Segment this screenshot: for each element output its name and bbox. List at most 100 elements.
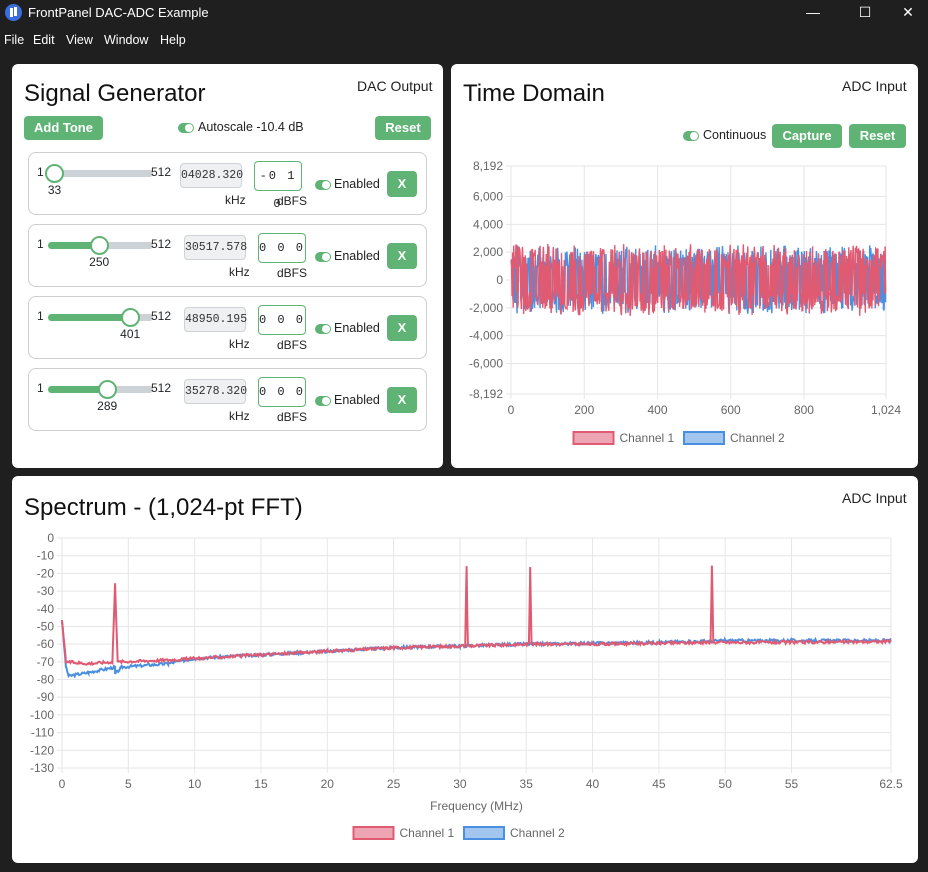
tone-slider-thumb[interactable] xyxy=(97,380,117,399)
enabled-toggle[interactable] xyxy=(315,396,331,406)
y-tick-label: -20 xyxy=(37,566,55,580)
dbfs-unit: dBFS xyxy=(277,266,308,280)
dbfs-input[interactable]: -0 1 0 xyxy=(254,161,302,211)
y-tick-label: -2,000 xyxy=(469,301,503,315)
autoscale-label: Autoscale -10.4 dB xyxy=(198,120,304,134)
continuous-label: Continuous xyxy=(703,128,767,142)
slider-value: 401 xyxy=(120,327,141,341)
slider-max-label: 512 xyxy=(151,237,172,251)
y-tick-label: -50 xyxy=(37,619,55,633)
panel-title: Spectrum - (1,024-pt FFT) xyxy=(24,494,303,521)
window-title: FrontPanel DAC-ADC Example xyxy=(28,5,209,20)
remove-tone-button[interactable]: X xyxy=(387,315,417,341)
chart-grid: 0 -10 -20 -30 -40 -50 -60 -70 -80 -90 -100 -110 -120… xyxy=(30,531,903,791)
series-line xyxy=(61,621,892,679)
x-tick-label: 10 xyxy=(188,777,202,791)
tone-slider-fill xyxy=(48,242,100,249)
y-tick-label: -80 xyxy=(37,673,55,687)
tone-slider-fill xyxy=(48,314,131,321)
close-button[interactable]: ✕ xyxy=(902,4,914,20)
frequency-display: 48950.195 xyxy=(184,307,247,332)
time-domain-chart: 8,192 6,000 4,000 2,000 0 -2,000 -4,000 -6,000 -… xyxy=(469,159,901,445)
remove-tone-button[interactable]: X xyxy=(387,243,417,269)
y-tick-label: 2,000 xyxy=(473,245,503,259)
y-tick-label: 0 xyxy=(496,273,503,287)
x-tick-label: 0 xyxy=(508,403,515,417)
y-tick-label: -4,000 xyxy=(469,329,503,343)
panel-tag: DAC Output xyxy=(357,78,433,94)
x-tick-label: 15 xyxy=(254,777,268,791)
enabled-toggle[interactable] xyxy=(315,324,331,334)
menu-window[interactable]: Window xyxy=(104,33,149,47)
dbfs-input[interactable]: 0 0 0 xyxy=(258,377,306,407)
reset-button[interactable]: Reset xyxy=(375,116,431,140)
chart-grid: 8,192 6,000 4,000 2,000 0 -2,000 -4,000 -6,000 -… xyxy=(469,159,901,417)
legend-label: Channel 1 xyxy=(620,431,675,445)
slider-value: 33 xyxy=(47,183,62,197)
menu-edit[interactable]: Edit xyxy=(33,33,55,47)
x-tick-label: 5 xyxy=(125,777,132,791)
x-axis-label: Frequency (MHz) xyxy=(430,799,523,813)
slider-value: 289 xyxy=(97,399,118,413)
panel-tag: ADC Input xyxy=(842,78,907,94)
reset-button[interactable]: Reset xyxy=(849,124,906,148)
y-tick-label: -90 xyxy=(37,690,55,704)
tone-slider-thumb[interactable] xyxy=(45,164,65,183)
x-tick-label: 400 xyxy=(647,403,667,417)
x-tick-label: 1,024 xyxy=(871,403,901,417)
capture-button[interactable]: Capture xyxy=(772,124,842,148)
x-tick-label: 600 xyxy=(721,403,741,417)
continuous-toggle[interactable] xyxy=(683,131,699,141)
slider-max-label: 512 xyxy=(151,165,172,179)
y-tick-label: -70 xyxy=(37,655,55,669)
tone-row: 1 512 401 48950.195 kHz 0 0 0 dBFS Enabl… xyxy=(28,296,427,359)
enabled-label: Enabled xyxy=(334,393,380,407)
y-tick-label: -8,192 xyxy=(469,387,503,401)
panel-title: Time Domain xyxy=(463,80,605,107)
add-tone-button[interactable]: Add Tone xyxy=(24,116,103,140)
y-tick-label: -130 xyxy=(30,761,54,775)
legend-label: Channel 1 xyxy=(400,826,455,840)
spectrum-panel: Spectrum - (1,024-pt FFT) ADC Input 0 -10… xyxy=(12,476,918,863)
frequency-unit: kHz xyxy=(225,193,246,207)
dbfs-input[interactable]: 0 0 0 xyxy=(258,305,306,335)
enabled-toggle[interactable] xyxy=(315,252,331,262)
x-tick-label: 200 xyxy=(574,403,594,417)
enabled-toggle[interactable] xyxy=(315,180,331,190)
tone-slider-fill xyxy=(48,386,108,393)
remove-tone-button[interactable]: X xyxy=(387,387,417,413)
dbfs-unit: dBFS xyxy=(277,194,308,208)
tone-slider-thumb[interactable] xyxy=(89,236,109,255)
frequency-unit: kHz xyxy=(229,409,250,423)
tone-slider-thumb[interactable] xyxy=(120,308,140,327)
dbfs-unit: dBFS xyxy=(277,410,308,424)
menu-bar: File Edit View Window Help xyxy=(0,30,928,52)
chart-legend: Channel 1 Channel 2 xyxy=(352,826,565,840)
tone-slider-track[interactable] xyxy=(48,314,153,321)
legend-label: Channel 2 xyxy=(510,826,565,840)
tone-row: 1 512 33 04028.320 kHz -0 1 0 dBFS Enabl… xyxy=(28,152,427,215)
signal-generator-panel: Signal Generator DAC Output Add Tone Aut… xyxy=(12,64,443,468)
frequency-unit: kHz xyxy=(229,265,250,279)
slider-max-label: 512 xyxy=(151,381,172,395)
panel-title: Signal Generator xyxy=(24,80,206,107)
x-tick-label: 50 xyxy=(719,777,733,791)
x-tick-label: 35 xyxy=(520,777,534,791)
autoscale-toggle[interactable] xyxy=(178,123,194,133)
y-tick-label: -6,000 xyxy=(469,356,503,370)
menu-view[interactable]: View xyxy=(66,33,93,47)
x-tick-label: 0 xyxy=(59,777,66,791)
y-tick-label: -10 xyxy=(37,549,55,563)
maximize-button[interactable]: ☐ xyxy=(858,4,872,20)
dbfs-input[interactable]: 0 0 0 xyxy=(258,233,306,263)
legend-swatch xyxy=(683,431,725,445)
chart-legend: Channel 1 Channel 2 xyxy=(572,431,785,445)
minimize-button[interactable]: — xyxy=(806,4,820,20)
series-line xyxy=(61,565,892,666)
x-tick-label: 55 xyxy=(785,777,799,791)
y-tick-label: 8,192 xyxy=(473,159,503,173)
menu-help[interactable]: Help xyxy=(160,33,186,47)
series-line xyxy=(510,243,887,316)
remove-tone-button[interactable]: X xyxy=(387,171,417,197)
menu-file[interactable]: File xyxy=(4,33,25,47)
